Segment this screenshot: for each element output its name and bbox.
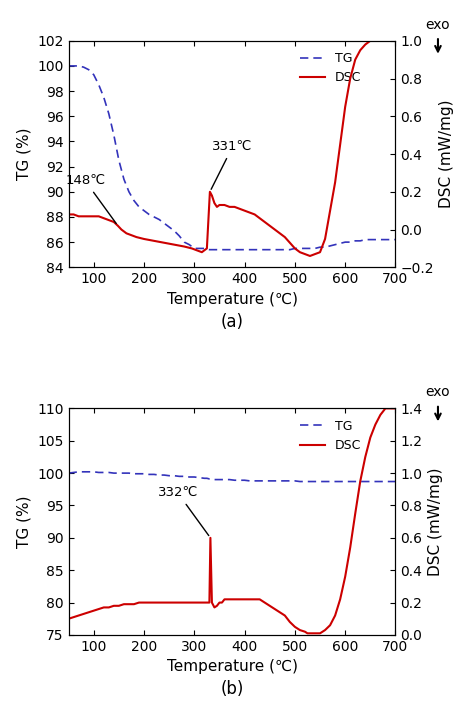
Text: (a): (a) [220, 312, 244, 330]
X-axis label: Temperature (℃): Temperature (℃) [167, 660, 297, 675]
Text: 331℃: 331℃ [211, 140, 253, 189]
Text: 148℃: 148℃ [65, 174, 116, 223]
X-axis label: Temperature (℃): Temperature (℃) [167, 292, 297, 307]
Text: exo: exo [426, 385, 450, 400]
Text: 332℃: 332℃ [158, 486, 209, 536]
Y-axis label: DSC (mW/mg): DSC (mW/mg) [428, 467, 443, 576]
Y-axis label: TG (%): TG (%) [17, 127, 32, 180]
Y-axis label: TG (%): TG (%) [17, 495, 32, 548]
Legend: TG, DSC: TG, DSC [295, 47, 366, 89]
Text: exo: exo [426, 18, 450, 32]
Text: (b): (b) [220, 680, 244, 698]
Legend: TG, DSC: TG, DSC [295, 415, 366, 457]
Y-axis label: DSC (mW/mg): DSC (mW/mg) [439, 100, 455, 208]
